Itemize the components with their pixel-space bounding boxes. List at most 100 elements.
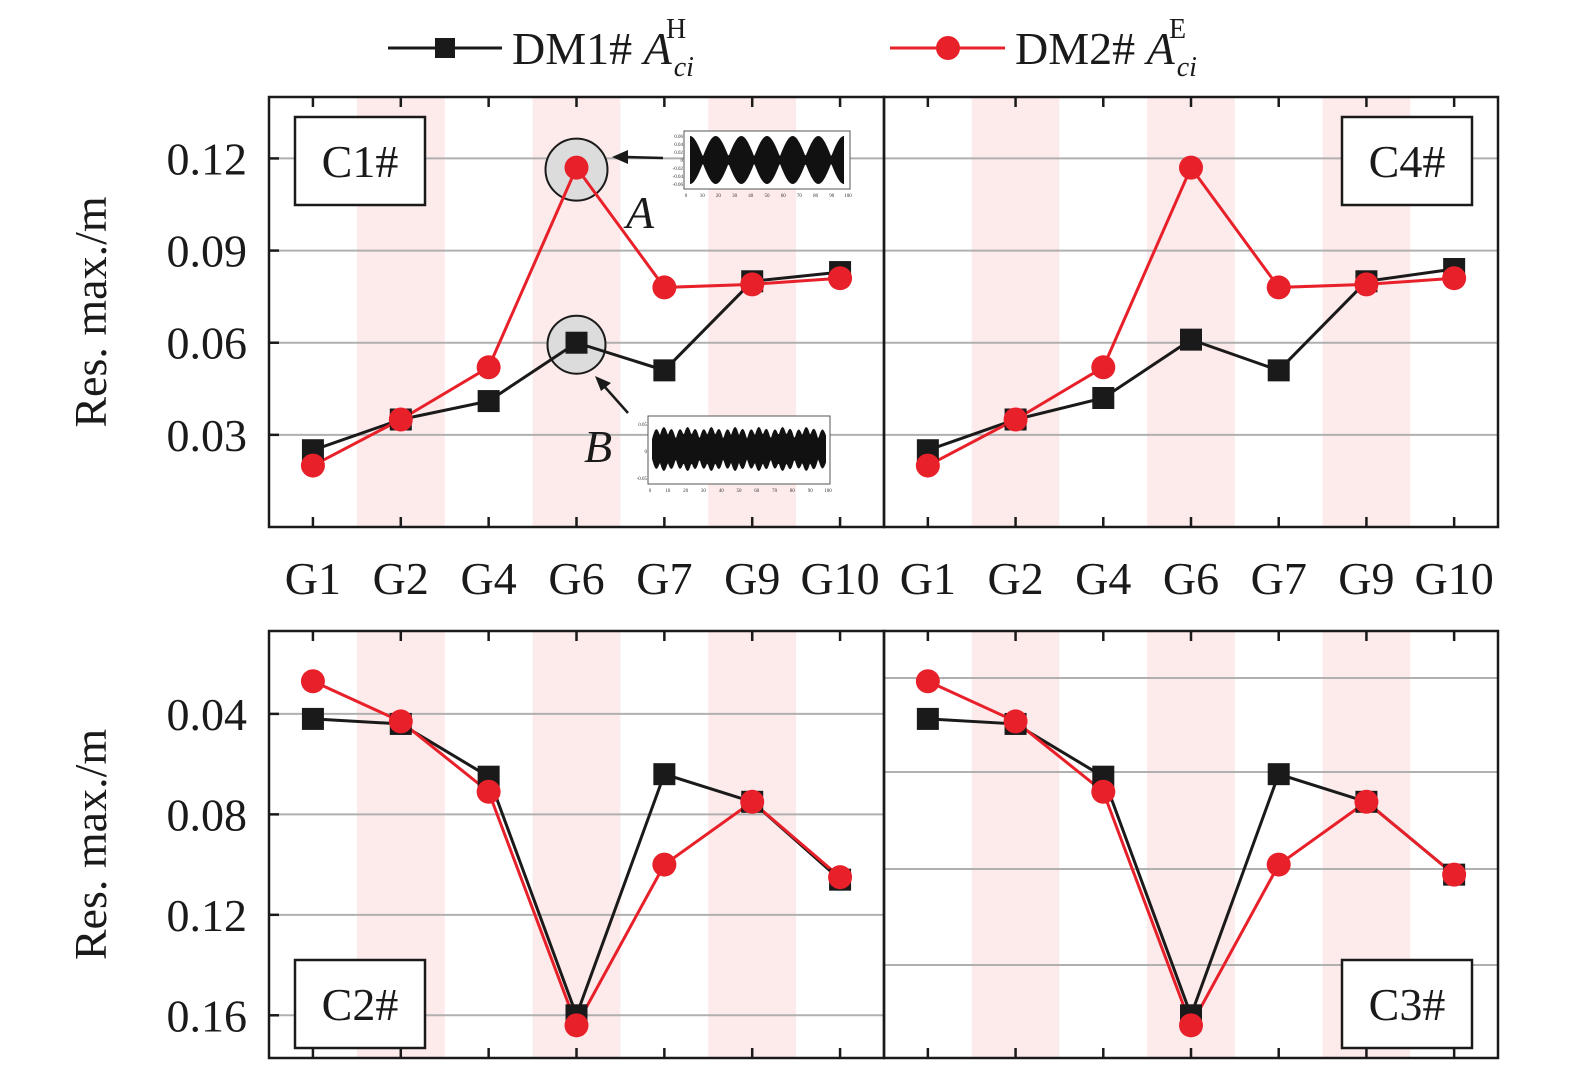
panel-label-box-c2 bbox=[293, 958, 427, 1050]
band-c2-g9 bbox=[708, 631, 797, 1058]
axis-ticks bbox=[269, 97, 1456, 1058]
inset-a-yticks: 0.06 0.04 0.02 0 -0.02 -0.04 -0.06 bbox=[673, 135, 684, 188]
inset-xtick-label: 20 bbox=[683, 489, 689, 494]
panel-label-c1: C1# bbox=[322, 136, 399, 187]
inset-ytick-label: 0.04 bbox=[674, 143, 683, 148]
legend-series2-prefix: DM2# bbox=[1015, 23, 1147, 74]
inset-xtick-label: 80 bbox=[790, 489, 796, 494]
ylabel-c2: Res. max./m bbox=[65, 729, 116, 960]
point-c2-s2-g4 bbox=[476, 779, 501, 804]
inset-ytick-label: -0.02 bbox=[673, 167, 684, 172]
ytick-label-c1: 0.12 bbox=[167, 133, 248, 184]
inset-ytick-label: 0.02 bbox=[674, 151, 683, 156]
point-c1-s1-g6 bbox=[565, 331, 588, 354]
point-c4-s1-g7 bbox=[1267, 359, 1290, 382]
panel-label-c2: C2# bbox=[322, 979, 399, 1030]
point-c1-s1-g7 bbox=[653, 359, 676, 382]
inset-ytick-label: -0.06 bbox=[673, 183, 684, 188]
category-label-c4-g1: G1 bbox=[900, 553, 956, 604]
point-c2-s2-g1 bbox=[300, 669, 325, 694]
panel-label-box-c4 bbox=[1340, 115, 1474, 207]
point-c3-s2-g6 bbox=[1179, 1013, 1203, 1038]
inset-a-waveform bbox=[690, 136, 844, 184]
inset-ytick-label: 0.06 bbox=[674, 135, 683, 140]
point-c2-s2-g2 bbox=[388, 709, 413, 734]
inset-a: 0.06 0.04 0.02 0 -0.02 -0.04 -0.06 0 10 20 30 40 50… bbox=[673, 130, 853, 199]
point-c4-s2-g10 bbox=[1442, 266, 1467, 291]
inset-xtick-label: 40 bbox=[719, 489, 725, 494]
point-c3-s2-g10 bbox=[1442, 862, 1467, 887]
point-c4-s1-g6 bbox=[1180, 328, 1202, 351]
inset-xtick-label: 60 bbox=[781, 194, 787, 199]
category-label-c4-g7: G7 bbox=[1251, 553, 1307, 604]
point-c3-s2-g4 bbox=[1091, 779, 1116, 804]
band-c2-g6 bbox=[532, 631, 621, 1058]
point-c1-s2-g9 bbox=[740, 272, 765, 297]
ytick-label-c2: 0.08 bbox=[167, 789, 248, 840]
band-c3-g6 bbox=[1147, 631, 1235, 1058]
arrow-b-shaft bbox=[603, 385, 629, 414]
point-c3-s1-g7 bbox=[1267, 763, 1290, 786]
category-label-c1-g1: G1 bbox=[285, 553, 341, 604]
panel-label-box-c3 bbox=[1340, 958, 1474, 1050]
legend-series2-marker bbox=[936, 36, 960, 60]
inset-xtick-label: 90 bbox=[808, 489, 814, 494]
point-c1-s2-g4 bbox=[476, 355, 501, 380]
legend-series1-symbol: A bbox=[641, 23, 673, 74]
category-label-c1-g10: G10 bbox=[800, 553, 879, 604]
point-c3-s2-g2 bbox=[1003, 709, 1028, 734]
inset-xtick-label: 10 bbox=[665, 489, 671, 494]
point-c3-s2-g1 bbox=[915, 669, 940, 694]
inset-b-xticks: 0 10 20 30 40 50 60 70 80 90 100 bbox=[649, 489, 833, 494]
inset-ytick-label: 0 bbox=[681, 159, 684, 164]
annotation-b-label: B bbox=[584, 421, 612, 472]
inset-xtick-label: 10 bbox=[700, 194, 706, 199]
panel-label-box-c1 bbox=[293, 115, 427, 207]
ytick-label-c2: 0.16 bbox=[167, 990, 248, 1041]
point-c2-s1-g1 bbox=[301, 707, 324, 730]
band-c3-g2 bbox=[971, 631, 1060, 1058]
ytick-label-c2: 0.12 bbox=[167, 890, 248, 941]
axis-text: 0.03 0.06 0.09 0.12 Res. max./m G1 G2 G4 G6 G7 G9 G… bbox=[65, 133, 1494, 1041]
ylabel-c1: Res. max./m bbox=[65, 196, 116, 427]
legend-series2-symbol: A bbox=[1144, 23, 1176, 74]
category-label-c4-g2: G2 bbox=[987, 553, 1043, 604]
legend: DM1# Aci H DM2# Aci E bbox=[388, 14, 1197, 83]
inset-ytick-label: -0.05 bbox=[637, 477, 648, 482]
category-label-c1-g4: G4 bbox=[461, 553, 517, 604]
legend-series1-sup: H bbox=[666, 14, 686, 45]
inset-ytick-label: 0 bbox=[645, 450, 648, 455]
category-label-c1-g9: G9 bbox=[724, 553, 780, 604]
panel-label-c3: C3# bbox=[1369, 979, 1446, 1030]
legend-series2-sup: E bbox=[1169, 14, 1186, 45]
inset-a-xticks: 0 10 20 30 40 50 60 70 80 90 100 bbox=[685, 194, 853, 199]
point-c1-s2-g10 bbox=[828, 266, 853, 291]
annotations: A B 0.06 0.04 0.02 0 -0.02 -0.04 -0.06 0 10 20 30… bbox=[584, 130, 853, 494]
ytick-label-c1: 0.06 bbox=[167, 318, 248, 369]
point-c1-s1-g4 bbox=[477, 390, 500, 413]
point-c4-s2-g7 bbox=[1266, 275, 1291, 300]
arrow-a-head bbox=[612, 150, 628, 164]
point-c1-s2-g2 bbox=[388, 407, 413, 432]
legend-series2-sub: ci bbox=[1177, 52, 1197, 83]
inset-xtick-label: 20 bbox=[716, 194, 722, 199]
inset-xtick-label: 90 bbox=[829, 194, 835, 199]
category-label-c4-g10: G10 bbox=[1415, 553, 1494, 604]
inset-xtick-label: 100 bbox=[844, 194, 852, 199]
inset-b-waveform bbox=[652, 427, 826, 471]
legend-series1-label: DM1# Aci H bbox=[512, 14, 694, 83]
point-c2-s2-g10 bbox=[828, 865, 853, 890]
panel-labels: C1# C4# C2# C3# bbox=[293, 115, 1474, 1050]
point-c4-s2-g4 bbox=[1091, 355, 1116, 380]
point-c4-s2-g1 bbox=[915, 453, 940, 478]
point-c2-s2-g7 bbox=[652, 852, 677, 877]
arrow-b-head bbox=[595, 376, 611, 391]
point-c4-s2-g2 bbox=[1003, 407, 1028, 432]
point-c4-s2-g6 bbox=[1179, 155, 1203, 180]
ytick-label-c1: 0.09 bbox=[167, 226, 248, 277]
arrow-a-shaft bbox=[625, 155, 664, 160]
annotation-a-label: A bbox=[623, 187, 655, 238]
inset-xtick-label: 70 bbox=[797, 194, 803, 199]
inset-xtick-label: 30 bbox=[701, 489, 707, 494]
